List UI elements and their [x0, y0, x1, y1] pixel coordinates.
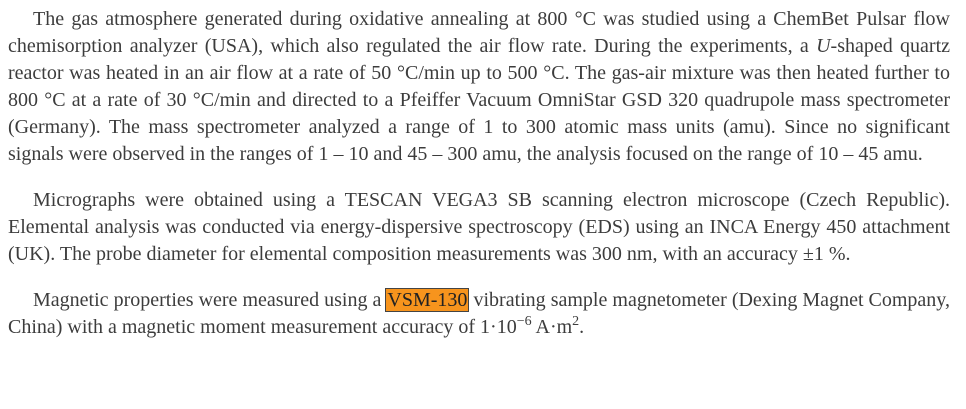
highlighted-text: VSM-130 — [385, 288, 470, 312]
text: -shaped quartz reactor was heated in an … — [8, 35, 951, 165]
paragraph: The gas atmosphere generated during oxid… — [8, 6, 950, 168]
superscript: −6 — [516, 314, 532, 329]
text: Magnetic properties were measured using … — [33, 289, 387, 311]
paragraph: Magnetic properties were measured using … — [8, 287, 950, 341]
text: vibrating sample magnetometer (Dexing Ma… — [8, 289, 951, 338]
superscript: 2 — [572, 314, 580, 329]
text: . — [579, 316, 585, 338]
document: The gas atmosphere generated during oxid… — [8, 6, 950, 341]
text: The gas atmosphere generated during oxid… — [8, 8, 950, 57]
italic-text: U — [816, 35, 831, 57]
paragraph: Micrographs were obtained using a TESCAN… — [8, 187, 950, 268]
text: A·m — [531, 316, 573, 338]
text: Micrographs were obtained using a TESCAN… — [8, 189, 950, 265]
